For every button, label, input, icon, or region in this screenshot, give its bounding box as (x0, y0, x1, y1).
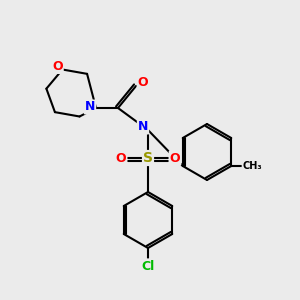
Text: O: O (138, 76, 148, 88)
Text: O: O (116, 152, 126, 164)
Text: N: N (85, 100, 95, 113)
Text: S: S (143, 151, 153, 165)
Text: CH₃: CH₃ (242, 161, 262, 171)
Text: Cl: Cl (141, 260, 154, 272)
Text: O: O (170, 152, 180, 164)
Text: O: O (52, 60, 63, 73)
Text: N: N (138, 121, 148, 134)
